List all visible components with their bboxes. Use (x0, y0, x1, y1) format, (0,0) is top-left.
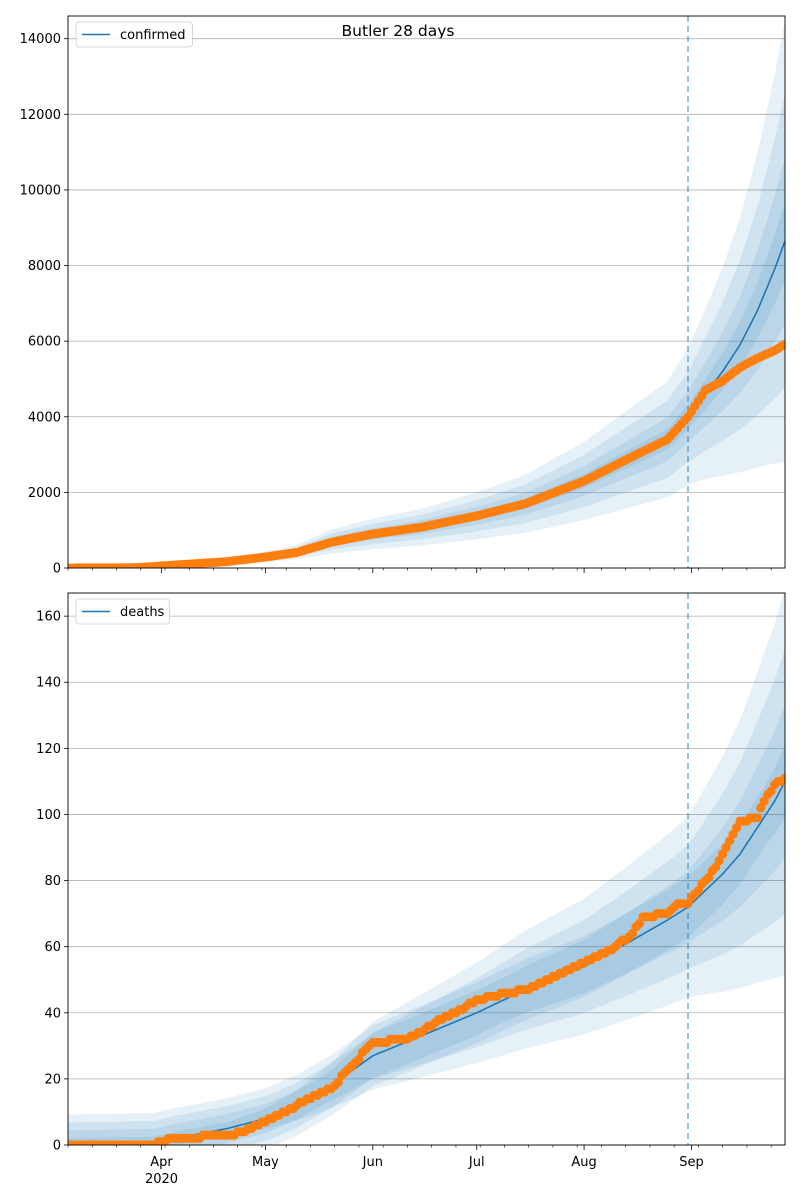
y-tick-label: 0 (53, 562, 61, 577)
y-tick-label: 160 (36, 610, 61, 625)
uncertainty-band (68, 745, 785, 1145)
observed-point (780, 339, 785, 349)
y-tick-label: 10000 (20, 183, 61, 198)
axes-frame (67, 15, 786, 569)
y-tick-label: 120 (36, 742, 61, 757)
y-tick-label: 14000 (20, 32, 61, 47)
figure-title: Butler 28 days (342, 22, 455, 40)
y-tick-label: 12000 (20, 108, 61, 123)
x-tick-sublabel: 2020 (145, 1172, 178, 1187)
legend-label: confirmed (120, 28, 186, 43)
y-tick-label: 6000 (28, 335, 61, 350)
y-tick-label: 0 (53, 1139, 61, 1154)
x-tick-label: Sep (679, 1155, 704, 1170)
uncertainty-band (68, 649, 785, 1145)
x-tick-label: May (252, 1155, 279, 1170)
uncertainty-band (68, 93, 785, 568)
y-tick-label: 4000 (28, 410, 61, 425)
plot-area (68, 16, 785, 568)
y-tick-label: 60 (44, 940, 61, 955)
x-tick-label: Jun (362, 1155, 383, 1170)
deaths-panel: 0 20 40 60 80 100 120 140 160 deaths Apr 2020 May Jun… (36, 592, 786, 1187)
y-tick-label: 140 (36, 676, 61, 691)
y-tick-label: 8000 (28, 259, 61, 274)
axes-frame (67, 592, 786, 1146)
uncertainty-band (68, 157, 785, 568)
x-tick-label: Aug (571, 1155, 596, 1170)
y-tick-label: 80 (44, 874, 61, 889)
legend: deaths (75, 598, 170, 625)
uncertainty-band (68, 593, 785, 1145)
plot-area (68, 593, 785, 1145)
x-tick-label: Apr (150, 1155, 173, 1170)
legend-box (75, 598, 170, 625)
uncertainty-band (68, 20, 785, 568)
confirmed-panel: 0 2000 4000 6000 8000 10000 12000 14000 confirme… (20, 15, 786, 577)
observed-point (780, 773, 785, 783)
legend: confirmed (75, 21, 193, 48)
legend-box (75, 21, 193, 48)
y-tick-label: 2000 (28, 486, 61, 501)
y-tick-label: 40 (44, 1006, 61, 1021)
observed-point (752, 813, 762, 823)
y-tick-label: 100 (36, 808, 61, 823)
y-tick-label: 20 (44, 1072, 61, 1087)
x-tick-label: Jul (468, 1155, 485, 1170)
uncertainty-band (68, 201, 785, 568)
legend-label: deaths (120, 605, 165, 620)
